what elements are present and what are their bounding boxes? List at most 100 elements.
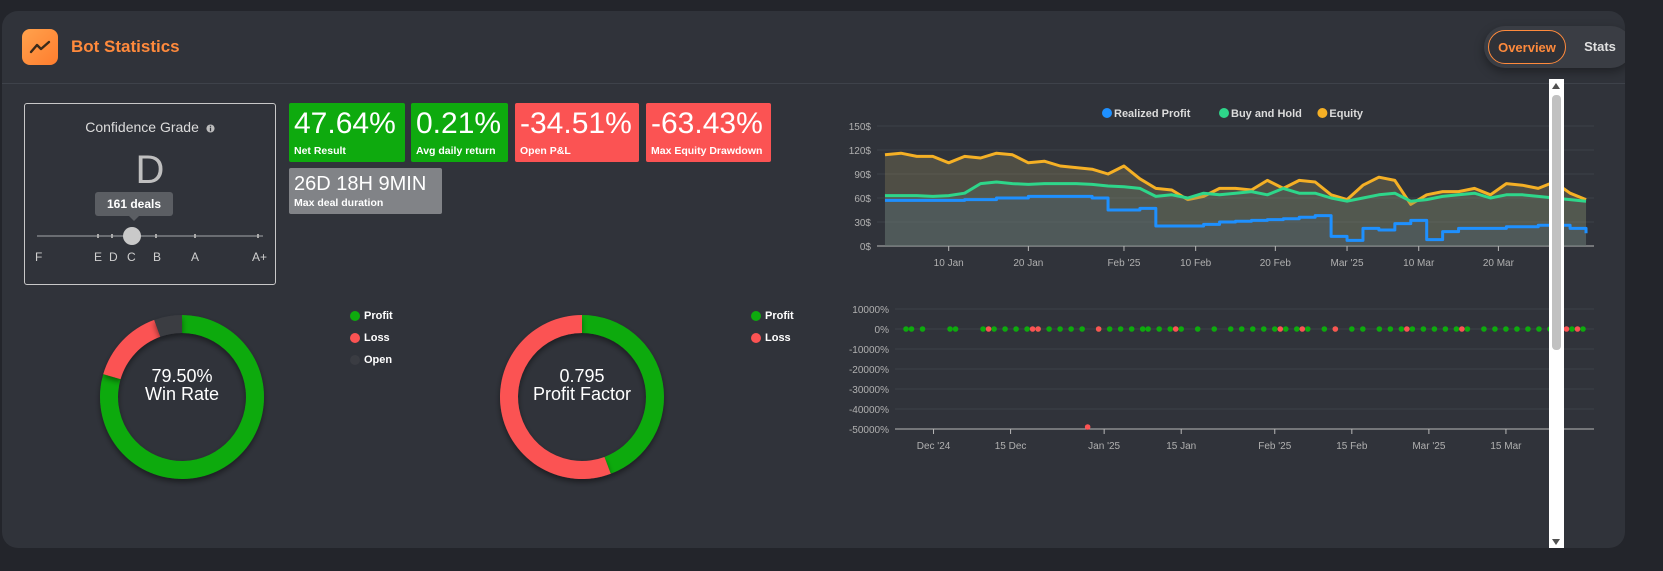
scatter-point-profit xyxy=(952,326,959,332)
scatter-point-profit xyxy=(1293,326,1300,332)
series-area xyxy=(884,182,1587,246)
scatter-point-profit xyxy=(1321,326,1328,332)
grade-slider-thumb xyxy=(123,227,141,245)
x-tick-label: 15 Feb xyxy=(1336,441,1368,452)
scrollbar-thumb[interactable] xyxy=(1552,95,1561,350)
x-tick-label: Mar '25 xyxy=(1331,258,1364,269)
y-tick-label: 0% xyxy=(875,325,890,336)
grade-label-a-plus: A+ xyxy=(252,250,268,264)
tab-overview[interactable]: Overview xyxy=(1488,30,1566,64)
y-tick-label: 30$ xyxy=(854,218,871,229)
scatter-point-loss xyxy=(1172,326,1179,332)
profit-factor-value: 0.795 xyxy=(559,366,605,386)
scatter-point-profit xyxy=(1481,326,1487,332)
scatter-point-profit xyxy=(908,326,915,332)
scatter-point-profit xyxy=(1580,326,1586,332)
scatter-point-profit xyxy=(1492,326,1498,332)
legend-item-loss[interactable]: Loss xyxy=(751,327,794,349)
win-rate-value: 79.50% xyxy=(151,366,213,386)
bot-statistics-panel: Bot Statistics Overview Stats Confidence… xyxy=(2,11,1625,548)
legend-item-profit[interactable]: Profit xyxy=(350,305,393,327)
page-title: Bot Statistics xyxy=(71,37,180,56)
scatter-point-loss xyxy=(1332,326,1339,332)
grade-label-e: E xyxy=(94,250,103,264)
y-tick-label: 90$ xyxy=(854,170,871,181)
series-line xyxy=(884,151,1587,206)
scatter-point-profit xyxy=(1431,326,1438,332)
legend-dot xyxy=(350,311,360,321)
grade-letter: D xyxy=(135,148,165,192)
profit-factor-label: Profit Factor xyxy=(532,384,632,404)
stat-label: Net Result xyxy=(294,145,346,157)
scatter-point-profit xyxy=(1145,326,1151,332)
scatter-point-profit xyxy=(1409,326,1416,332)
donut-slice-loss xyxy=(499,315,611,479)
scatter-point-profit xyxy=(1167,326,1173,332)
stat-open-pnl: -34.51% Open P&L xyxy=(515,103,639,162)
scroll-down-arrow-icon[interactable] xyxy=(1552,539,1560,545)
scatter-point-profit xyxy=(1106,326,1113,332)
scatter-point-profit xyxy=(1304,326,1311,332)
view-tabs: Overview Stats xyxy=(1484,26,1625,68)
scatter-point-profit xyxy=(1260,326,1267,332)
grade-tick xyxy=(97,234,99,238)
confidence-grade-card: Confidence Grade D 161 deals F E D C B A… xyxy=(24,103,276,285)
x-tick-label: 10 Feb xyxy=(1180,258,1212,269)
x-tick-label: 20 Mar xyxy=(1483,258,1515,269)
y-tick-label: 120$ xyxy=(849,146,872,157)
legend-dot xyxy=(1317,108,1328,118)
scatter-point-profit xyxy=(1536,326,1542,332)
tab-stats[interactable]: Stats xyxy=(1584,39,1616,54)
stat-label: Open P&L xyxy=(520,145,571,157)
scatter-point-profit xyxy=(1249,326,1256,332)
grade-slider-track xyxy=(37,235,263,237)
scatter-point-profit xyxy=(1211,326,1218,332)
legend-item-loss[interactable]: Loss xyxy=(350,327,393,349)
scatter-point-profit xyxy=(1068,326,1074,332)
legend-dot xyxy=(350,355,360,365)
legend-label: Equity xyxy=(1329,108,1363,120)
scatter-point-profit xyxy=(1453,326,1460,332)
y-tick-label: -10000% xyxy=(849,345,889,356)
x-tick-label: 20 Jan xyxy=(1013,258,1043,269)
legend-dot xyxy=(1219,108,1229,118)
scatter-point-profit xyxy=(1442,326,1449,332)
deals-tooltip: 161 deals xyxy=(95,192,173,221)
y-tick-label: -30000% xyxy=(849,385,889,396)
scatter-point-profit xyxy=(1360,326,1366,332)
profit-factor-donut xyxy=(499,315,664,479)
scatter-point-profit xyxy=(1514,326,1520,332)
x-tick-label: 15 Mar xyxy=(1490,441,1522,452)
profit-factor-center: 0.795 Profit Factor xyxy=(522,367,642,403)
scatter-point-profit xyxy=(1271,326,1278,332)
vertical-scrollbar[interactable] xyxy=(1549,79,1564,548)
legend-item-profit[interactable]: Profit xyxy=(751,305,794,327)
scatter-point-profit xyxy=(1002,326,1008,332)
scatter-point-profit xyxy=(1178,326,1185,332)
scatter-point-profit xyxy=(1128,326,1135,332)
scatter-point-profit xyxy=(1569,326,1575,332)
scatter-point-profit xyxy=(1139,326,1146,332)
grade-tick xyxy=(257,234,259,238)
chart-line-icon xyxy=(22,29,58,65)
grade-label-b: B xyxy=(153,250,162,264)
donut-slice-profit xyxy=(582,315,664,474)
grade-label-d: D xyxy=(109,250,118,264)
stat-max-deal-duration: 26D 18H 9MIN Max deal duration xyxy=(289,168,442,214)
x-tick-label: Mar '25 xyxy=(1412,441,1445,452)
y-tick-label: -40000% xyxy=(849,405,889,416)
win-rate-label: Win Rate xyxy=(144,384,220,404)
info-icon[interactable] xyxy=(206,124,215,133)
legend-item-open[interactable]: Open xyxy=(350,349,393,371)
scatter-point-profit xyxy=(1046,326,1052,332)
scatter-point-profit xyxy=(1024,326,1030,332)
y-tick-label: -50000% xyxy=(849,425,889,436)
scatter-point-profit xyxy=(1156,326,1162,332)
y-tick-label: -20000% xyxy=(849,365,889,376)
stat-label: Avg daily return xyxy=(416,145,496,157)
win-rate-center: 79.50% Win Rate xyxy=(122,367,242,403)
scroll-up-arrow-icon[interactable] xyxy=(1552,83,1560,89)
scatter-point-loss xyxy=(985,326,992,332)
scatter-point-profit xyxy=(1349,326,1355,332)
x-tick-label: 15 Dec xyxy=(995,441,1027,452)
